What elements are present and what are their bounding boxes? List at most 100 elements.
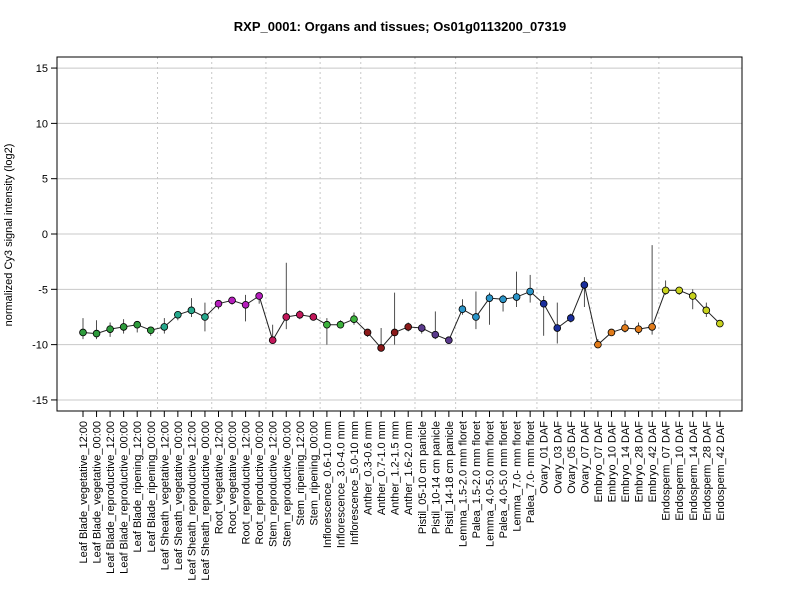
x-tick-label: Ovary_01 DAF bbox=[539, 421, 551, 494]
data-point bbox=[282, 313, 291, 321]
x-tick-label: Pistil_14-18 cm panicle bbox=[444, 421, 456, 534]
y-tick-label: 10 bbox=[36, 118, 48, 130]
x-tick-label: Stem_reproductive_00:00 bbox=[281, 421, 293, 547]
data-point bbox=[594, 340, 602, 349]
y-tick-label: -5 bbox=[38, 284, 48, 296]
x-tick-label: Pistil_05-10 cm panicle bbox=[417, 421, 429, 534]
x-tick-label: Leaf Sheath_vegetative_12:00 bbox=[159, 421, 171, 570]
x-tick-label: Endosperm_07 DAF bbox=[661, 421, 673, 521]
data-point bbox=[539, 299, 548, 308]
y-tick-label: -10 bbox=[32, 340, 48, 352]
x-tick-label: Lemma_4.0-5.0 mm floret bbox=[485, 421, 497, 547]
x-tick-label: Stem_ripening_00:00 bbox=[308, 421, 320, 526]
data-points bbox=[79, 281, 724, 352]
data-point bbox=[688, 292, 697, 300]
x-tick-label: Endosperm_14 DAF bbox=[688, 421, 700, 521]
x-tick-label: Root_vegetative_00:00 bbox=[227, 421, 239, 534]
x-tick-label: Leaf Blade_ripening_00:00 bbox=[146, 421, 158, 553]
x-tick-label: Leaf Sheath_reproductive_12:00 bbox=[186, 421, 198, 581]
x-tick-label: Stem_ripening_12:00 bbox=[295, 421, 307, 526]
data-point bbox=[431, 330, 440, 339]
data-point bbox=[607, 328, 616, 337]
data-point bbox=[417, 324, 426, 332]
x-tick-label: Anther_1.2-1.5 mm bbox=[390, 421, 402, 515]
data-point bbox=[621, 324, 629, 332]
y-tick-label: 0 bbox=[42, 229, 48, 241]
data-point bbox=[295, 310, 304, 319]
x-tick-label: Anther_1.6-2.0 mm bbox=[403, 421, 415, 515]
data-point bbox=[566, 314, 575, 322]
x-tick-label: Embryo_42 DAF bbox=[647, 421, 659, 503]
plot-frame bbox=[56, 56, 743, 412]
data-point bbox=[580, 281, 589, 289]
data-point bbox=[174, 310, 182, 319]
data-point bbox=[119, 323, 128, 331]
data-point bbox=[268, 336, 277, 345]
x-tick-label: Leaf Blade_reproductive_00:00 bbox=[119, 421, 131, 574]
data-point bbox=[187, 306, 196, 315]
data-point bbox=[146, 326, 155, 335]
x-tick-label: Palea_7.0- mm floret bbox=[525, 421, 537, 523]
data-point bbox=[377, 344, 385, 352]
x-tick-label: Endosperm_42 DAF bbox=[715, 421, 727, 521]
x-axis: Leaf Blade_vegetative_12:00 Leaf Blade_ve… bbox=[78, 411, 727, 581]
x-tick-label: Stem_reproductive_12:00 bbox=[268, 421, 280, 547]
data-point bbox=[648, 323, 656, 331]
y-tick-label: 15 bbox=[36, 63, 48, 75]
data-point bbox=[92, 329, 101, 338]
x-tick-label: Leaf Blade_ripening_12:00 bbox=[132, 421, 144, 553]
x-tick-label: Palea_1.5-2.0 mm floret bbox=[471, 421, 483, 538]
data-point bbox=[336, 320, 345, 329]
error-bars bbox=[82, 245, 721, 352]
x-tick-label: Embryo_07 DAF bbox=[593, 421, 605, 503]
chart-title: RXP_0001: Organs and tissues; Os01g01132… bbox=[234, 19, 566, 34]
data-point bbox=[106, 325, 114, 333]
data-point bbox=[390, 328, 399, 337]
data-point bbox=[634, 325, 643, 333]
x-tick-label: Pistil_10-14 cm panicle bbox=[430, 421, 442, 534]
x-tick-label: Ovary_03 DAF bbox=[552, 421, 564, 494]
x-tick-label: Leaf Sheath_reproductive_00:00 bbox=[200, 421, 212, 581]
horizontal-grid bbox=[57, 67, 742, 401]
x-tick-label: Root_vegetative_12:00 bbox=[214, 421, 226, 534]
x-tick-label: Leaf Blade_reproductive_12:00 bbox=[105, 421, 117, 574]
x-tick-label: Endosperm_28 DAF bbox=[701, 421, 713, 521]
data-point bbox=[499, 295, 507, 304]
x-tick-label: Ovary_07 DAF bbox=[579, 421, 591, 494]
x-tick-label: Endosperm_10 DAF bbox=[674, 421, 686, 521]
x-tick-label: Anther_0.3-0.6 mm bbox=[363, 421, 375, 515]
y-axis: -15 -10 -5 0 5 10 15 bbox=[32, 63, 57, 407]
data-point bbox=[79, 328, 87, 337]
data-point bbox=[323, 320, 331, 329]
data-point bbox=[512, 293, 521, 301]
x-tick-label: Inflorescence_0.6-1.0 mm bbox=[322, 421, 334, 548]
x-tick-label: Leaf Sheath_vegetative_00:00 bbox=[173, 421, 185, 570]
data-point bbox=[363, 328, 372, 337]
data-point bbox=[675, 286, 683, 295]
data-point bbox=[661, 286, 670, 295]
x-tick-label: Embryo_28 DAF bbox=[634, 421, 646, 503]
data-point bbox=[255, 292, 263, 300]
data-point bbox=[350, 315, 358, 323]
x-tick-label: Leaf Blade_vegetative_00:00 bbox=[92, 421, 104, 564]
data-point bbox=[241, 300, 250, 309]
x-tick-label: Leaf Blade_vegetative_12:00 bbox=[78, 421, 90, 564]
group-separators bbox=[157, 57, 660, 411]
x-tick-label: Embryo_10 DAF bbox=[606, 421, 618, 503]
x-tick-label: Anther_0.7-1.0 mm bbox=[376, 421, 388, 515]
x-tick-label: Root_reproductive_12:00 bbox=[241, 421, 253, 545]
data-point bbox=[702, 306, 711, 315]
x-tick-label: Embryo_14 DAF bbox=[620, 421, 632, 503]
data-point bbox=[309, 313, 318, 321]
x-tick-label: Ovary_05 DAF bbox=[566, 421, 578, 494]
data-point bbox=[133, 320, 142, 329]
x-tick-label: Inflorescence_3.0-4.0 mm bbox=[335, 421, 347, 548]
data-point bbox=[445, 336, 453, 345]
x-tick-label: Palea_4.0-5.0 mm floret bbox=[498, 421, 510, 538]
data-point bbox=[553, 324, 562, 332]
y-tick-label: 5 bbox=[42, 174, 48, 186]
data-point bbox=[526, 287, 534, 296]
data-point bbox=[160, 323, 169, 331]
data-point bbox=[404, 323, 413, 331]
